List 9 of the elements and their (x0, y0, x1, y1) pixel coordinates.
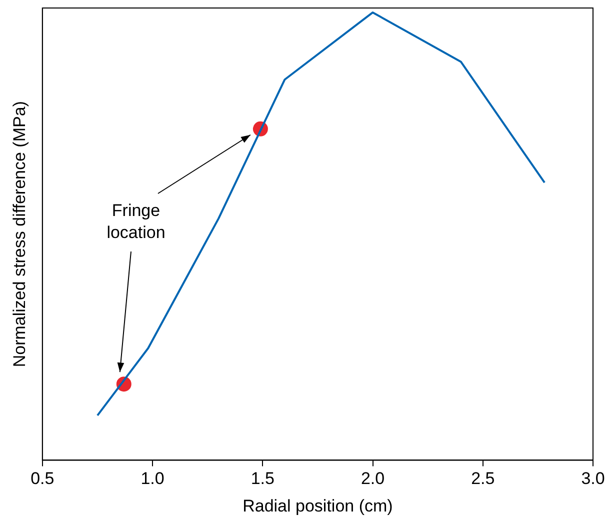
x-axis-title: Radial position (cm) (242, 496, 393, 516)
x-tick-label: 1.5 (250, 469, 274, 488)
x-tick-label: 3.0 (581, 469, 605, 488)
x-tick-label: 0.5 (30, 469, 54, 488)
annotation: Fringe location (106, 201, 166, 242)
y-axis-title: Normalized stress difference (MPa) (10, 101, 29, 368)
x-tick-label: 1.0 (140, 469, 164, 488)
x-tick-label: 2.5 (471, 469, 495, 488)
x-tick-label: 2.0 (360, 469, 385, 488)
